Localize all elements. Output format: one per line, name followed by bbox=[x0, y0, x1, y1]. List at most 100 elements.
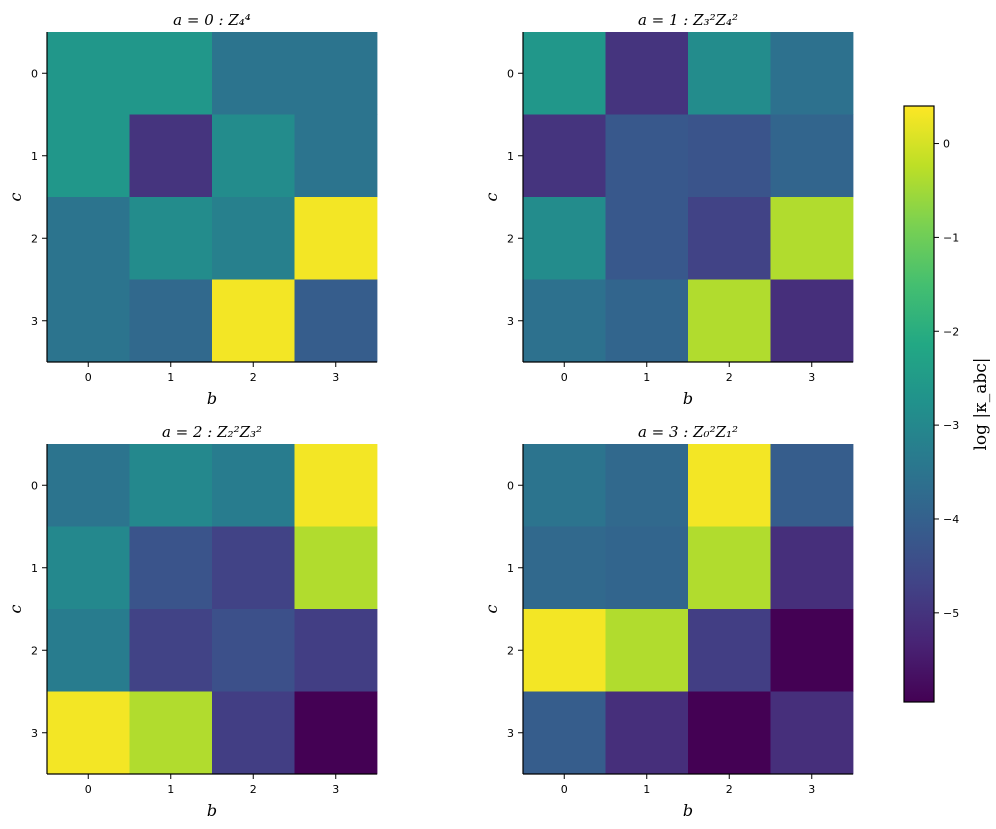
heatmap-cell bbox=[47, 444, 130, 527]
x-tick-label: 1 bbox=[167, 783, 174, 796]
heatmap-cell bbox=[523, 197, 606, 280]
heatmap-panel-2: 0 1 2 3 0 1 2 3 b c a = 2 : Z₂²Z₃² bbox=[6, 423, 378, 820]
x-axis-label: b bbox=[683, 801, 693, 820]
heatmap-cell bbox=[47, 197, 130, 280]
heatmap-cell bbox=[523, 609, 606, 692]
x-tick-label: 0 bbox=[85, 371, 92, 384]
heatmap-cell bbox=[770, 609, 854, 692]
heatmap-cell bbox=[688, 691, 771, 775]
heatmap-cell bbox=[212, 114, 295, 198]
heatmap-panel-1: 0 1 2 3 0 1 2 3 b c a = 1 : Z₃²Z₄² bbox=[482, 11, 854, 408]
heatmap-cell bbox=[212, 444, 295, 527]
heatmap-cell bbox=[129, 114, 213, 198]
heatmap-cell bbox=[605, 444, 689, 527]
y-tick-label: 1 bbox=[507, 562, 514, 575]
x-tick-label: 3 bbox=[808, 783, 815, 796]
y-tick-label: 3 bbox=[507, 315, 514, 328]
heatmap-cell bbox=[212, 691, 295, 775]
heatmap-cell bbox=[47, 32, 130, 115]
y-tick-label: 2 bbox=[507, 232, 514, 245]
x-tick-label: 2 bbox=[250, 371, 257, 384]
x-tick-label: 0 bbox=[561, 371, 568, 384]
heatmap-cell bbox=[212, 197, 295, 280]
colorbar-tick-label: −1 bbox=[943, 231, 959, 244]
heatmap-cell bbox=[688, 609, 771, 692]
heatmap-cell bbox=[212, 609, 295, 692]
heatmap-cell bbox=[770, 197, 854, 280]
heatmap-cell bbox=[294, 444, 378, 527]
heatmap-cell bbox=[294, 279, 378, 363]
y-tick-label: 3 bbox=[507, 727, 514, 740]
x-tick-label: 0 bbox=[561, 783, 568, 796]
panel-title: a = 0 : Z₄⁴ bbox=[173, 11, 251, 29]
heatmap-panels: 0 1 2 3 0 1 2 3 b c a = 0 : Z₄⁴ 0 1 2 3 0 1 2 3 b c a = 1 : Z… bbox=[6, 11, 854, 820]
panel-title: a = 1 : Z₃²Z₄² bbox=[638, 11, 738, 29]
heatmap-cell bbox=[47, 691, 130, 775]
x-axis-label: b bbox=[683, 389, 693, 408]
heatmap-cell bbox=[294, 609, 378, 692]
heatmap-cell bbox=[605, 691, 689, 775]
heatmap-cell bbox=[129, 526, 213, 610]
heatmap-cell bbox=[605, 114, 689, 198]
x-tick-label: 1 bbox=[643, 783, 650, 796]
heatmap-cell bbox=[770, 114, 854, 198]
heatmap-cell bbox=[605, 609, 689, 692]
heatmap-cell bbox=[770, 32, 854, 115]
heatmap-panel-0: 0 1 2 3 0 1 2 3 b c a = 0 : Z₄⁴ bbox=[6, 11, 378, 408]
heatmap-cell bbox=[770, 279, 854, 363]
colorbar-tick-label: −5 bbox=[943, 607, 959, 620]
heatmap-cell bbox=[523, 114, 606, 198]
heatmap-cell bbox=[212, 279, 295, 363]
heatmap-cell bbox=[47, 609, 130, 692]
heatmap-cell bbox=[47, 279, 130, 363]
x-tick-label: 3 bbox=[808, 371, 815, 384]
panel-title: a = 3 : Z₀²Z₁² bbox=[638, 423, 738, 441]
y-tick-label: 0 bbox=[31, 479, 38, 492]
colorbar-tick-label: 0 bbox=[943, 138, 950, 151]
heatmap-cell bbox=[605, 32, 689, 115]
heatmap-cell bbox=[294, 114, 378, 198]
x-tick-label: 3 bbox=[332, 371, 339, 384]
heatmap-cell bbox=[294, 197, 378, 280]
y-tick-label: 0 bbox=[507, 67, 514, 80]
y-tick-label: 1 bbox=[31, 150, 38, 163]
x-tick-label: 2 bbox=[726, 783, 733, 796]
heatmap-cell bbox=[129, 197, 213, 280]
colorbar-label: log |κ_abc| bbox=[971, 357, 991, 450]
heatmap-cell bbox=[129, 32, 213, 115]
y-tick-label: 0 bbox=[507, 479, 514, 492]
heatmap-cell bbox=[688, 32, 771, 115]
x-axis-label: b bbox=[207, 389, 217, 408]
heatmap-cell bbox=[523, 279, 606, 363]
y-tick-label: 1 bbox=[31, 562, 38, 575]
heatmap-cell bbox=[688, 197, 771, 280]
heatmap-cell bbox=[129, 609, 213, 692]
y-axis-label: c bbox=[6, 192, 25, 201]
x-tick-label: 2 bbox=[250, 783, 257, 796]
heatmap-cell bbox=[129, 444, 213, 527]
heatmap-panel-3: 0 1 2 3 0 1 2 3 b c a = 3 : Z₀²Z₁² bbox=[482, 423, 854, 820]
x-tick-label: 1 bbox=[643, 371, 650, 384]
heatmap-cell bbox=[523, 444, 606, 527]
x-axis-label: b bbox=[207, 801, 217, 820]
y-tick-label: 2 bbox=[507, 644, 514, 657]
heatmap-cell bbox=[47, 114, 130, 198]
x-tick-label: 0 bbox=[85, 783, 92, 796]
heatmap-cell bbox=[523, 526, 606, 610]
heatmap-cell bbox=[523, 691, 606, 775]
heatmap-cell bbox=[294, 32, 378, 115]
heatmap-cell bbox=[129, 691, 213, 775]
heatmap-cell bbox=[688, 526, 771, 610]
colorbar-gradient bbox=[903, 105, 935, 703]
heatmap-cell bbox=[770, 691, 854, 775]
y-axis-label: c bbox=[482, 192, 501, 201]
heatmap-cell bbox=[523, 32, 606, 115]
colorbar-tick-label: −3 bbox=[943, 419, 959, 432]
heatmap-cell bbox=[770, 526, 854, 610]
x-tick-label: 1 bbox=[167, 371, 174, 384]
y-tick-label: 0 bbox=[31, 67, 38, 80]
colorbar-tick-label: −2 bbox=[943, 325, 959, 338]
y-tick-label: 1 bbox=[507, 150, 514, 163]
heatmap-cell bbox=[605, 526, 689, 610]
